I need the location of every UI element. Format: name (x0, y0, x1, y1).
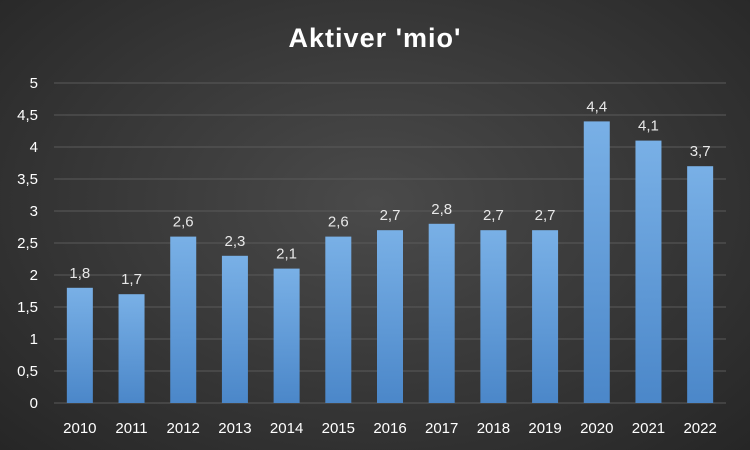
x-tick-label-2017: 2017 (425, 420, 458, 437)
x-tick-label-2016: 2016 (373, 420, 406, 437)
bar-2013 (221, 255, 248, 403)
y-tick-label: 0 (30, 395, 38, 412)
data-label-2020: 4,4 (586, 98, 607, 115)
data-label-2014: 2,1 (276, 246, 297, 263)
x-tick-label-2013: 2013 (218, 420, 251, 437)
bar-2016 (377, 230, 403, 403)
x-tick-label-2021: 2021 (632, 420, 665, 437)
y-tick-label: 2 (30, 267, 38, 284)
data-label-2017: 2,8 (431, 201, 452, 218)
x-tick-label-2018: 2018 (477, 420, 510, 437)
data-label-2019: 2,7 (535, 207, 556, 224)
data-label-2016: 2,7 (380, 207, 401, 224)
data-label-2018: 2,7 (483, 207, 504, 224)
bar-2012 (170, 236, 197, 403)
data-label-2021: 4,1 (638, 118, 659, 135)
y-tick-label: 1,5 (17, 299, 38, 316)
y-tick-label: 3 (30, 203, 38, 220)
x-tick-label-2012: 2012 (167, 420, 200, 437)
data-label-2010: 1,8 (69, 265, 90, 282)
y-axis-ticks: 0 0,5 1 1,5 2 2,5 3 3,5 4 4,5 5 (17, 75, 38, 412)
chart-title: Aktiver 'mio' (289, 23, 462, 53)
data-label-2013: 2,3 (224, 233, 245, 250)
bar-2011 (118, 294, 145, 403)
y-tick-label: 0,5 (17, 363, 38, 380)
bar-2021 (635, 140, 662, 403)
bar-2022 (687, 166, 714, 403)
data-label-2022: 3,7 (690, 143, 711, 160)
data-labels: 1,8 1,7 2,6 2,3 2,1 2,6 2,7 2,8 2,7 2,7 4,4 4,1 3,7 (69, 98, 710, 288)
x-tick-label-2020: 2020 (580, 420, 613, 437)
bar-2010 (66, 287, 93, 403)
bar-2019 (532, 230, 559, 403)
y-tick-label: 3,5 (17, 171, 38, 188)
y-tick-label: 4,5 (17, 107, 38, 124)
bar-2018 (480, 230, 507, 403)
bars (66, 121, 714, 404)
data-label-2011: 1,7 (121, 271, 142, 288)
bar-2015 (325, 236, 352, 403)
y-tick-label: 4 (30, 139, 38, 156)
data-label-2015: 2,6 (328, 214, 349, 231)
x-tick-label-2022: 2022 (683, 420, 716, 437)
x-axis-ticks: 2010 2011 2012 2013 2014 2015 2016 2017 2018 2019… (63, 420, 717, 437)
x-tick-label-2011: 2011 (115, 420, 147, 437)
x-tick-label-2010: 2010 (63, 420, 96, 437)
y-tick-label: 2,5 (17, 235, 38, 252)
x-tick-label-2014: 2014 (270, 420, 303, 437)
x-tick-label-2019: 2019 (528, 420, 561, 437)
y-tick-label: 1 (30, 331, 38, 348)
bar-2017 (428, 223, 455, 403)
y-tick-label: 5 (30, 75, 38, 92)
data-label-2012: 2,6 (173, 214, 194, 231)
bar-2014 (273, 268, 300, 403)
x-tick-label-2015: 2015 (322, 420, 355, 437)
bar-2020 (583, 121, 610, 404)
